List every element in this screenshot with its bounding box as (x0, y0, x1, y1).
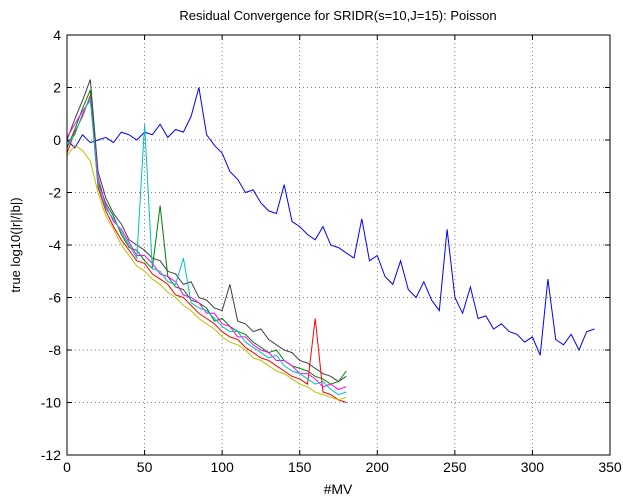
x-tick-label: 100 (210, 459, 234, 475)
x-tick-label: 50 (137, 459, 153, 475)
line-series (66, 89, 347, 385)
line-series (66, 96, 347, 396)
line-series (66, 87, 595, 356)
x-tick-label: 150 (288, 459, 312, 475)
line-series (66, 79, 347, 383)
plot-background (67, 35, 610, 455)
plot-frame (66, 34, 611, 456)
y-tick-label: 0 (53, 132, 61, 148)
x-tick-label: 250 (443, 459, 467, 475)
y-tick-label: -8 (49, 342, 62, 358)
x-tick-label: 300 (521, 459, 545, 475)
x-tick-label: 350 (598, 459, 622, 475)
x-tick-label: 200 (366, 459, 390, 475)
y-tick-label: -6 (49, 290, 62, 306)
y-tick-label: 4 (53, 27, 61, 43)
x-axis-label: #MV (324, 481, 353, 497)
y-axis-label: true log10(|r|/|b|) (8, 197, 23, 292)
x-tick-label: 0 (63, 459, 71, 475)
line-series (66, 95, 347, 403)
y-tick-label: 2 (53, 80, 61, 96)
line-series (66, 144, 347, 401)
chart-title: Residual Convergence for SRIDR(s=10,J=15… (179, 8, 496, 23)
y-tick-label: -2 (49, 185, 62, 201)
y-tick-label: -10 (41, 395, 61, 411)
y-tick-label: -12 (41, 447, 61, 463)
y-tick-label: -4 (49, 237, 62, 253)
